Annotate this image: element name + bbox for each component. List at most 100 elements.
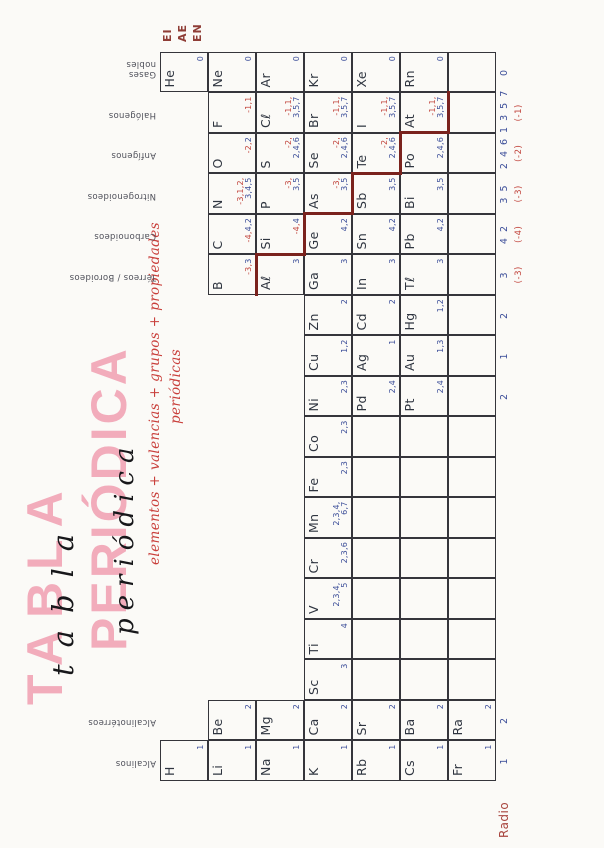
positive-valence: 4,2 bbox=[388, 218, 398, 232]
positive-valence: 3,4,5 bbox=[244, 177, 254, 199]
positive-valence: 3,5,7 bbox=[388, 96, 398, 118]
positive-valence: 2,4,6 bbox=[436, 137, 446, 159]
positive-valence: 2 bbox=[244, 704, 254, 710]
empty-cell bbox=[448, 173, 496, 214]
element-cell-Cd: Cd 2 bbox=[352, 295, 400, 336]
group-valence-summary: 1 3 5 7 bbox=[499, 89, 510, 133]
element-cell-Au: Au 1,3 bbox=[400, 335, 448, 376]
element-symbol: In bbox=[354, 277, 369, 290]
element-symbol: Sb bbox=[354, 192, 369, 209]
element-symbol: Rn bbox=[402, 70, 417, 88]
trend-label-ei: EI bbox=[161, 28, 174, 42]
empty-cell bbox=[352, 416, 400, 457]
element-valences: -3,3 bbox=[244, 259, 254, 275]
positive-valence: 4 bbox=[292, 218, 302, 224]
element-cell-Cs: Cs 1 bbox=[400, 740, 448, 781]
element-symbol: Bi bbox=[402, 196, 417, 209]
positive-valence: 2,3 bbox=[340, 461, 350, 475]
group-valence-summary: 1 bbox=[499, 351, 510, 360]
element-cell-Bi: Bi 3,5 bbox=[400, 173, 448, 214]
element-cell-Zn: Zn 2 bbox=[304, 295, 352, 336]
element-cell-Tℓ: Tℓ 3 bbox=[400, 254, 448, 295]
element-symbol: Sr bbox=[354, 721, 369, 736]
element-symbol: Br bbox=[306, 113, 321, 128]
element-valences: 2,4 bbox=[388, 380, 398, 393]
staircase-line-segment bbox=[350, 172, 354, 216]
group-negative-valence-note: (-4) bbox=[514, 225, 524, 243]
empty-cell bbox=[448, 133, 496, 174]
empty-cell bbox=[448, 92, 496, 133]
element-cell-Sc: Sc 3 bbox=[304, 659, 352, 700]
element-symbol: Si bbox=[258, 237, 273, 250]
element-valences: 1 bbox=[340, 745, 350, 750]
element-valences: 1 bbox=[196, 745, 206, 750]
element-cell-Si: Si -4,4 bbox=[256, 214, 304, 255]
element-valences: 2 bbox=[388, 299, 398, 304]
element-cell-Ca: Ca 2 bbox=[304, 700, 352, 741]
element-cell-Cr: Cr 2,3,6 bbox=[304, 538, 352, 579]
element-cell-Sb: Sb 3,5 bbox=[352, 173, 400, 214]
element-valences: -4,4,2 bbox=[244, 218, 254, 242]
element-symbol: Ba bbox=[402, 718, 417, 736]
element-symbol: Te bbox=[354, 154, 369, 169]
positive-valence: 3,5 bbox=[340, 177, 350, 191]
element-valences: -2, 2,4,6 bbox=[284, 137, 302, 158]
element-cell-Na: Na 1 bbox=[256, 740, 304, 781]
element-cell-Li: Li 1 bbox=[208, 740, 256, 781]
empty-cell bbox=[352, 619, 400, 660]
element-symbol: Ti bbox=[306, 642, 321, 655]
element-symbol: Ag bbox=[354, 353, 369, 371]
group-negative-valence-note: (-3) bbox=[514, 185, 524, 203]
element-cell-Te: Te -2, 2,4,6 bbox=[352, 133, 400, 174]
element-symbol: H bbox=[162, 766, 177, 776]
element-cell-V: V 2,3,4, 5 bbox=[304, 578, 352, 619]
element-valences: -4,4 bbox=[292, 218, 302, 234]
element-valences: 3 bbox=[388, 259, 398, 264]
positive-valence: 1,2 bbox=[340, 339, 350, 353]
element-valences: -1,1, 3,5,7 bbox=[380, 96, 398, 118]
positive-valence: 0 bbox=[244, 56, 254, 62]
group-valence-summary: 0 bbox=[499, 68, 510, 77]
subtitle-line2: periódicas bbox=[168, 348, 184, 424]
positive-valence: 3 bbox=[340, 663, 350, 669]
positive-valence: 4,2 bbox=[244, 218, 254, 232]
group-label-t-rreos-boroideos: Térreos / Boroideos bbox=[69, 272, 156, 282]
element-valences: -3, 3,5 bbox=[284, 178, 302, 191]
positive-valence: 2,4 bbox=[436, 380, 446, 394]
element-valences: 3 bbox=[340, 259, 350, 264]
element-valences: 3,5 bbox=[388, 178, 398, 191]
positive-valence: 6,7 bbox=[340, 501, 350, 515]
element-cell-C: C -4,4,2 bbox=[208, 214, 256, 255]
group-valence-summary: 2 bbox=[499, 716, 510, 725]
trend-label-ae: AE bbox=[176, 23, 189, 42]
empty-cell bbox=[448, 214, 496, 255]
element-symbol: Cs bbox=[402, 759, 417, 776]
element-symbol: Zn bbox=[306, 313, 321, 331]
element-cell-Pb: Pb 4,2 bbox=[400, 214, 448, 255]
element-cell-Ar: Ar 0 bbox=[256, 52, 304, 93]
element-cell-Xe: Xe 0 bbox=[352, 52, 400, 93]
element-cell-Ne: Ne 0 bbox=[208, 52, 256, 93]
positive-valence: 2,4,6 bbox=[340, 137, 350, 159]
element-symbol: Mg bbox=[258, 715, 273, 736]
element-valences: 3 bbox=[340, 663, 350, 669]
element-cell-Ag: Ag 1 bbox=[352, 335, 400, 376]
element-symbol: Pd bbox=[354, 395, 369, 412]
element-symbol: Sc bbox=[306, 679, 321, 695]
element-cell-Pd: Pd 2,4 bbox=[352, 376, 400, 417]
element-valences: 1 bbox=[244, 745, 254, 750]
element-cell-Kr: Kr 0 bbox=[304, 52, 352, 93]
positive-valence: 1 bbox=[292, 744, 302, 750]
element-valences: 3 bbox=[292, 259, 302, 264]
positive-valence: 3,5,7 bbox=[340, 96, 350, 118]
element-symbol: Co bbox=[306, 434, 321, 452]
element-valences: 2 bbox=[340, 704, 350, 709]
group-label-alcalinot-rreos: Alcalinotérreos bbox=[88, 717, 156, 728]
positive-valence: 2,4,6 bbox=[388, 137, 398, 159]
element-symbol: Tℓ bbox=[402, 276, 417, 290]
element-cell-At: At -1,1, 3,5,7 bbox=[400, 92, 448, 133]
element-cell-Rb: Rb 1 bbox=[352, 740, 400, 781]
element-symbol: He bbox=[162, 69, 177, 88]
